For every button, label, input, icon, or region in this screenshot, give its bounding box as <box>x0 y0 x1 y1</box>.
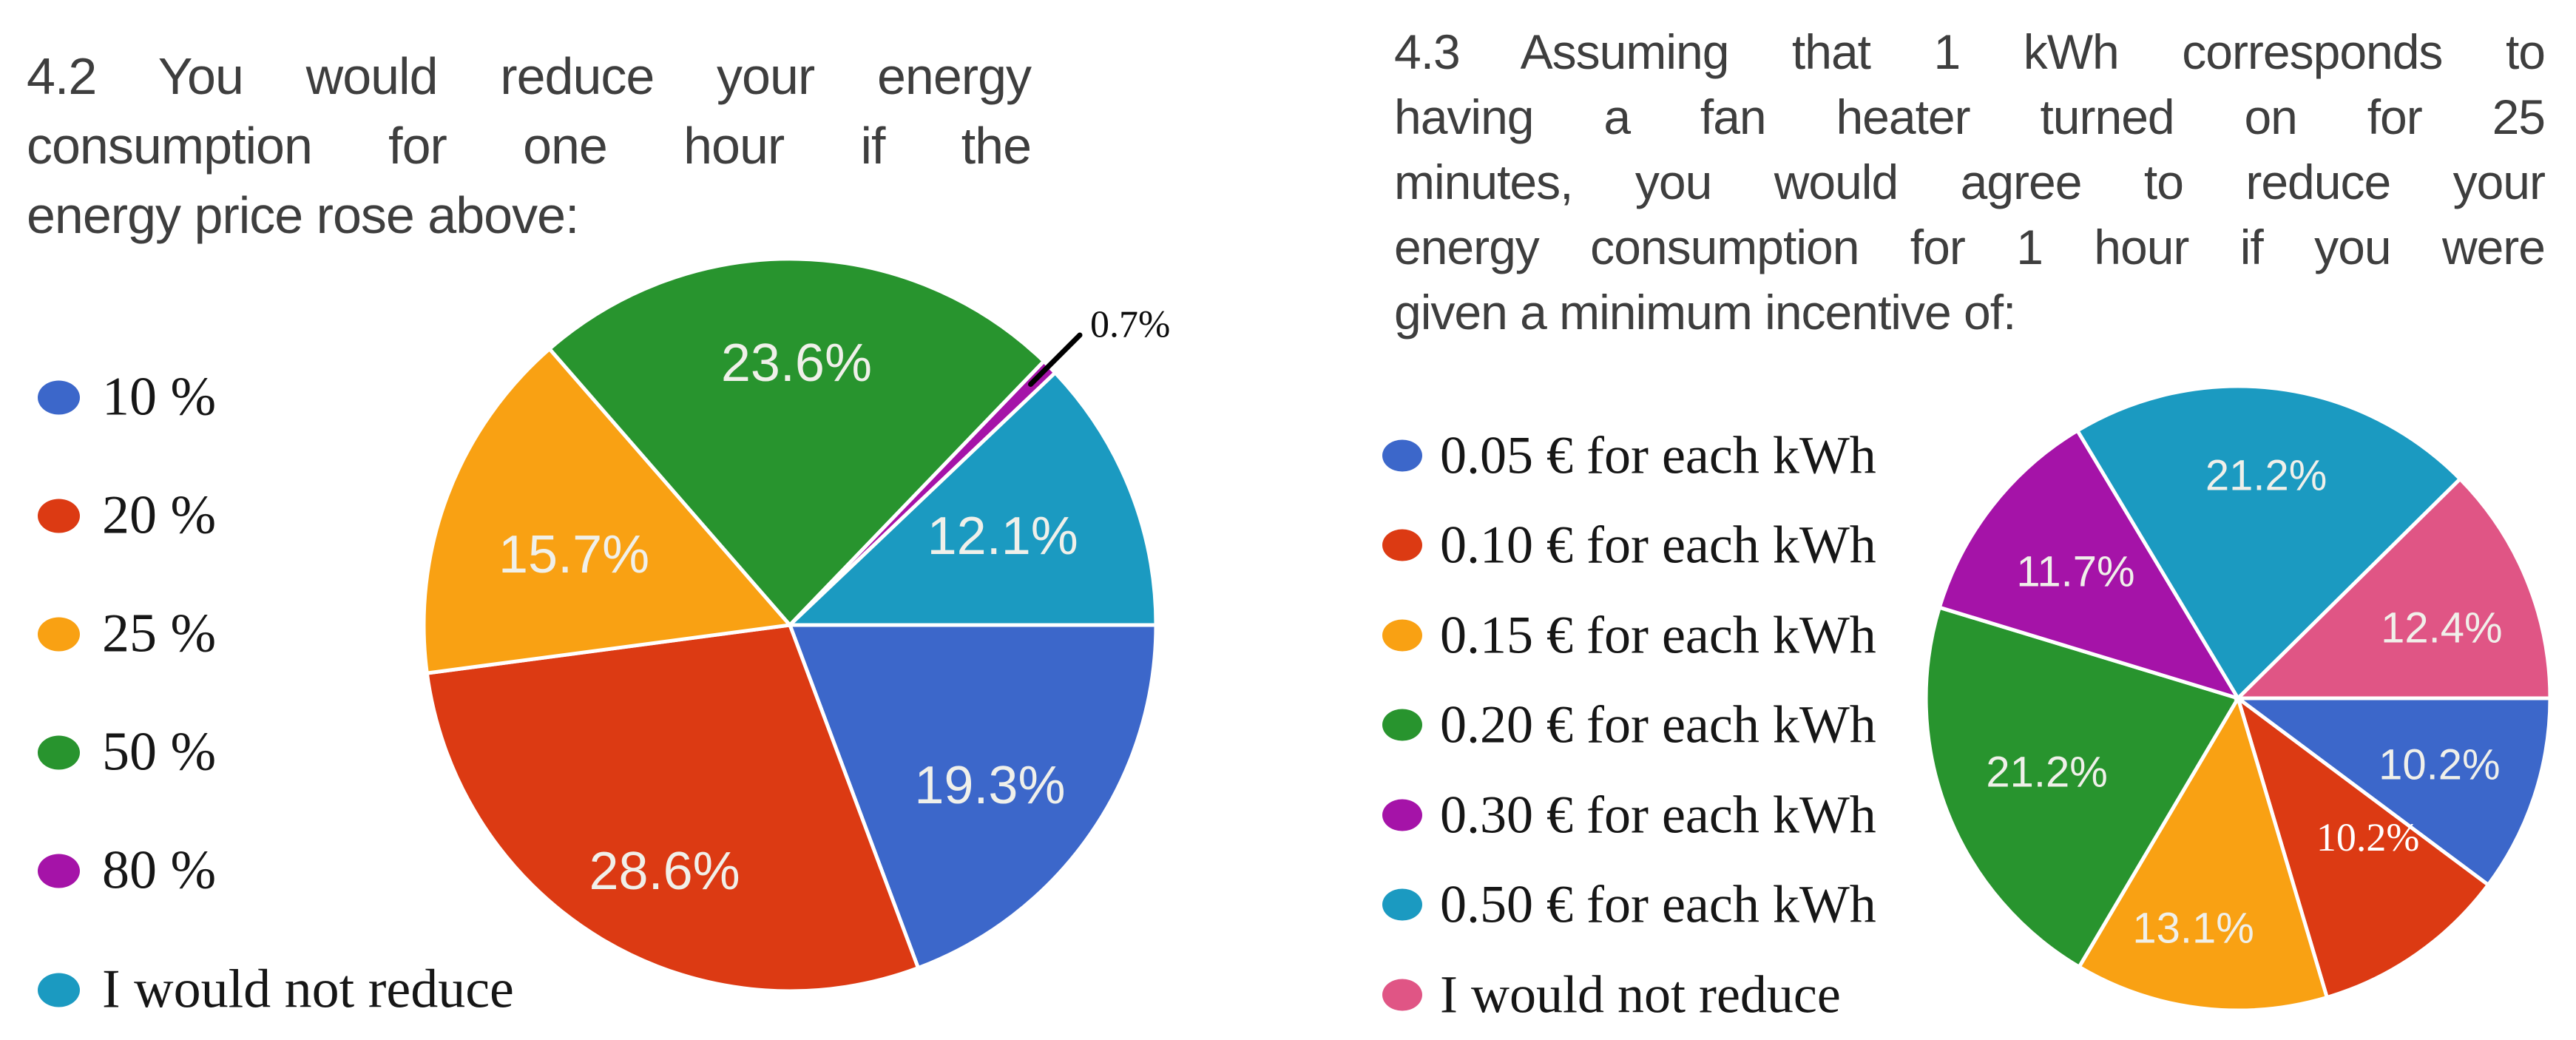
legend-swatch-icon <box>38 380 80 414</box>
pie-slice <box>787 623 1158 970</box>
legend-label: I would not reduce <box>102 959 514 1020</box>
title-line: energy consumption for 1 hour if you wer… <box>1394 220 2546 274</box>
pie-slice <box>547 257 1047 628</box>
legend-swatch-icon <box>38 499 80 533</box>
title-line: 4.2 You would reduce your energy <box>27 47 1032 105</box>
legend-item: 25 % <box>38 603 216 666</box>
callout-line <box>1028 332 1083 387</box>
legend-swatch-icon <box>1382 619 1422 652</box>
legend-label: 25 % <box>102 603 217 664</box>
legend-item: I would not reduce <box>1382 965 1841 1026</box>
pie-slice <box>2234 693 2491 1000</box>
pie-slice <box>2076 693 2330 1013</box>
legend-item: 80 % <box>38 840 216 902</box>
title-line: given a minimum incentive of: <box>1394 285 2016 340</box>
chart-title-4-3: 4.3 Assuming that 1 kWh corresponds to ha… <box>1394 19 2546 345</box>
legend-item: 0.30 € for each kWh <box>1382 785 1876 846</box>
pie-chart-4-2: 19.3% 28.6% 15.7% 23.6% 0.7% 12.1% <box>357 192 1223 1040</box>
legend-swatch-icon <box>38 973 80 1007</box>
legend-label: 0.05 € for each kWh <box>1440 425 1876 485</box>
pie-chart-4-3: 10.2% 10.2% 13.1% 21.2% 11.7% 21.2% 12.4% <box>1905 365 2571 1031</box>
slice-label: 10.2% <box>2316 815 2420 860</box>
slice-label: 28.6% <box>589 841 740 901</box>
legend-label: 80 % <box>102 840 217 901</box>
legend-swatch-icon <box>38 854 80 888</box>
legend-item: I would not reduce <box>38 959 514 1022</box>
slice-label: 12.1% <box>927 506 1078 566</box>
slice-label: 12.4% <box>2381 604 2503 652</box>
pie-slice <box>425 623 921 993</box>
legend-item: 0.15 € for each kWh <box>1382 605 1876 666</box>
legend-label: 0.50 € for each kWh <box>1440 874 1876 934</box>
title-line: consumption for one hour if the <box>27 117 1032 175</box>
legend-swatch-icon <box>1382 799 1422 831</box>
legend-label: I would not reduce <box>1440 965 1841 1024</box>
pie-slice <box>422 346 794 675</box>
pie-svg <box>1924 384 2552 1013</box>
slice-label: 21.2% <box>2205 451 2327 500</box>
legend-swatch-icon <box>38 617 80 651</box>
legend-label: 20 % <box>102 484 217 546</box>
pie-svg <box>422 257 1158 993</box>
legend-label: 0.20 € for each kWh <box>1440 695 1876 754</box>
pie-slice <box>2232 696 2552 888</box>
slice-label: 11.7% <box>2016 547 2135 596</box>
legend-label: 0.30 € for each kWh <box>1440 785 1876 845</box>
title-line: minutes, you would agree to reduce your <box>1394 155 2546 209</box>
pie-slice <box>1924 605 2241 970</box>
legend-item: 0.50 € for each kWh <box>1382 874 1876 936</box>
slice-label: 23.6% <box>720 334 872 394</box>
legend-label: 0.10 € for each kWh <box>1440 515 1876 575</box>
legend-item: 20 % <box>38 484 216 547</box>
legend-item: 0.05 € for each kWh <box>1382 425 1876 487</box>
slice-label: 21.2% <box>1986 748 2108 797</box>
slice-label: 15.7% <box>498 525 650 585</box>
slice-label: 19.3% <box>914 755 1066 815</box>
title-line: having a fan heater turned on for 25 <box>1394 90 2546 144</box>
legend-swatch-icon <box>1382 709 1422 741</box>
legend-swatch-icon <box>1382 439 1422 472</box>
legend-label: 0.15 € for each kWh <box>1440 605 1876 665</box>
legend-swatch-icon <box>38 735 80 769</box>
chart-title-4-2: 4.2 You would reduce your energy consumpt… <box>27 41 1032 250</box>
title-line: energy price rose above: <box>27 186 579 244</box>
legend-label: 50 % <box>102 721 217 783</box>
pie-slice <box>1937 428 2242 702</box>
slice-label: 13.1% <box>2132 904 2254 953</box>
legend-label: 10 % <box>102 366 217 428</box>
legend-item: 50 % <box>38 721 216 784</box>
pie-slice <box>785 370 1158 627</box>
legend-item: 10 % <box>38 366 216 429</box>
title-line: 4.3 Assuming that 1 kWh corresponds to <box>1394 24 2546 79</box>
slice-label: 10.2% <box>2379 740 2501 789</box>
legend-swatch-icon <box>1382 888 1422 921</box>
legend-item: 0.20 € for each kWh <box>1382 695 1876 756</box>
legend-swatch-icon <box>1382 979 1422 1011</box>
legend-item: 0.10 € for each kWh <box>1382 515 1876 576</box>
callout-label: 0.7% <box>1090 303 1171 346</box>
legend-swatch-icon <box>1382 529 1422 561</box>
pie-slice <box>2233 476 2552 700</box>
pie-slice <box>2075 384 2463 702</box>
